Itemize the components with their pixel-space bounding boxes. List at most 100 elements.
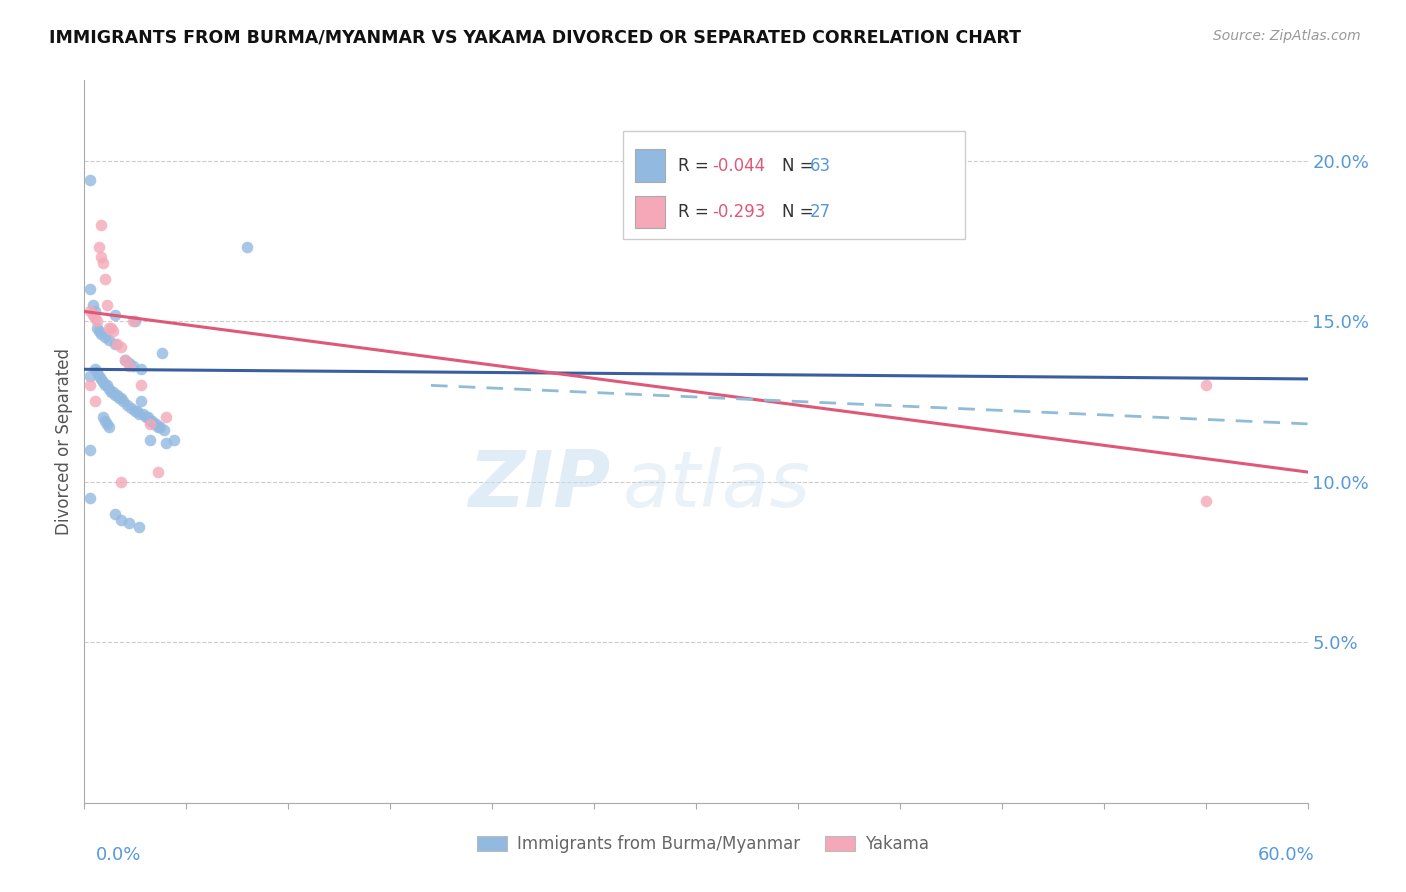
Point (79, 282, 101, 296)
Point (115, 398, 138, 412)
Point (138, 433, 160, 447)
Point (1195, 378, 1218, 392)
Point (90, 372, 112, 386)
Point (108, 391, 131, 405)
Point (93, 378, 115, 392)
Point (120, 401, 142, 415)
Point (96, 378, 118, 392)
Point (155, 410, 177, 425)
Text: N =: N = (782, 156, 818, 175)
Point (138, 414, 160, 428)
Text: -0.293: -0.293 (711, 203, 765, 221)
Point (83, 362, 105, 376)
Point (155, 436, 177, 450)
Point (110, 475, 132, 489)
Point (97, 320, 120, 334)
Point (146, 465, 169, 479)
Point (90, 218, 112, 232)
Point (104, 507, 127, 521)
Point (124, 404, 146, 418)
Point (79, 368, 101, 383)
Point (104, 336, 127, 351)
Point (83, 304, 105, 318)
Text: 63: 63 (810, 156, 831, 175)
Point (150, 346, 173, 360)
Point (1195, 494, 1218, 508)
FancyBboxPatch shape (623, 131, 965, 239)
Text: R =: R = (678, 156, 714, 175)
Point (82, 298, 104, 312)
Point (118, 356, 141, 370)
Point (124, 314, 146, 328)
Point (90, 326, 112, 341)
Point (163, 433, 186, 447)
Point (79, 304, 101, 318)
Point (79, 378, 101, 392)
Text: R =: R = (678, 203, 714, 221)
Text: 60.0%: 60.0% (1258, 846, 1315, 863)
Point (135, 410, 157, 425)
Point (104, 308, 127, 322)
Point (79, 173, 101, 187)
Point (101, 384, 124, 399)
Point (153, 423, 176, 437)
Text: atlas: atlas (623, 447, 810, 523)
Point (97, 382, 120, 396)
Point (96, 298, 118, 312)
Point (132, 407, 155, 421)
Legend: Immigrants from Burma/Myanmar, Yakama: Immigrants from Burma/Myanmar, Yakama (468, 827, 938, 862)
Point (114, 352, 136, 367)
Point (127, 404, 149, 418)
Point (145, 417, 167, 431)
Point (86, 320, 108, 334)
Point (110, 513, 132, 527)
Point (105, 336, 128, 351)
Point (105, 388, 128, 402)
Point (131, 378, 153, 392)
Point (93, 414, 115, 428)
Point (97, 334, 120, 348)
Point (131, 394, 153, 409)
Point (91, 410, 114, 425)
Point (118, 359, 141, 373)
Point (236, 240, 259, 254)
Point (122, 314, 145, 328)
Point (86, 314, 108, 328)
Point (100, 320, 122, 334)
Point (93, 272, 115, 286)
Point (96, 417, 118, 431)
Point (141, 414, 163, 428)
Point (136, 410, 159, 425)
Point (142, 417, 165, 431)
Point (131, 362, 153, 376)
Text: -0.044: -0.044 (711, 156, 765, 175)
Text: ZIP: ZIP (468, 447, 610, 523)
FancyBboxPatch shape (636, 149, 665, 182)
Point (83, 394, 105, 409)
Text: IMMIGRANTS FROM BURMA/MYANMAR VS YAKAMA DIVORCED OR SEPARATED CORRELATION CHART: IMMIGRANTS FROM BURMA/MYANMAR VS YAKAMA … (49, 29, 1021, 46)
Point (128, 407, 150, 421)
Point (90, 250, 112, 264)
Point (110, 391, 132, 405)
Point (146, 420, 169, 434)
Point (112, 394, 135, 409)
Point (100, 384, 122, 399)
Point (104, 388, 127, 402)
Point (91, 375, 114, 389)
FancyBboxPatch shape (636, 196, 665, 228)
Point (149, 420, 172, 434)
Point (97, 420, 120, 434)
Point (79, 442, 101, 457)
Point (114, 352, 136, 367)
Point (87, 240, 110, 254)
Point (110, 340, 132, 354)
Point (128, 519, 150, 533)
Point (86, 366, 108, 380)
Point (91, 256, 114, 270)
Point (101, 324, 124, 338)
Point (122, 359, 145, 373)
Text: 0.0%: 0.0% (96, 846, 141, 863)
Point (82, 308, 104, 322)
Point (79, 491, 101, 505)
Text: N =: N = (782, 203, 818, 221)
